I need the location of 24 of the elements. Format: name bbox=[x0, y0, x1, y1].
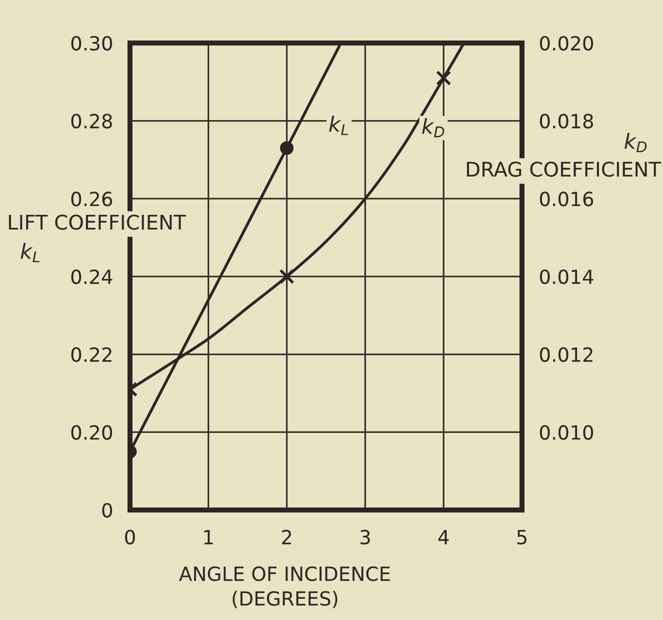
y2-tick-label: 0.016 bbox=[540, 192, 594, 206]
series-label: k$_{L}$ bbox=[329, 116, 348, 136]
x-tick-label: 3 bbox=[360, 530, 370, 544]
y-tick-label: 0.30 bbox=[71, 36, 112, 51]
x-tick-label: 4 bbox=[438, 530, 449, 544]
x-tick-label: 1 bbox=[204, 530, 213, 544]
x-tick-label: 5 bbox=[517, 530, 526, 544]
y2-tick-label: 0.018 bbox=[540, 114, 593, 128]
y2-tick-label: 0.012 bbox=[540, 347, 592, 362]
y-axis-title: LIFT COEFFICIENT k$_{L}$ bbox=[8, 214, 186, 262]
x-tick-label: 0 bbox=[125, 530, 135, 544]
y-tick-label: 0.26 bbox=[71, 192, 112, 206]
x-tick-label: 2 bbox=[282, 530, 292, 544]
y-tick-label: 0.24 bbox=[71, 269, 112, 284]
y-tick-label: 0.28 bbox=[71, 114, 112, 128]
y-tick-label: 0.20 bbox=[71, 425, 112, 440]
y2-tick-label: 0.020 bbox=[540, 36, 594, 51]
x-axis-title: ANGLE OF INCIDENCE (DEGREES) bbox=[179, 566, 390, 608]
y2-tick-label: 0.010 bbox=[540, 425, 594, 440]
y2-axis-title: k$_{D}$ DRAG COEFFICIENT bbox=[467, 132, 662, 177]
y-tick-label: 0.22 bbox=[71, 347, 112, 362]
y-tick-label: 0 bbox=[102, 502, 112, 518]
y2-tick-label: 0.014 bbox=[540, 269, 594, 284]
series-label: k$_{D}$ bbox=[422, 118, 444, 138]
